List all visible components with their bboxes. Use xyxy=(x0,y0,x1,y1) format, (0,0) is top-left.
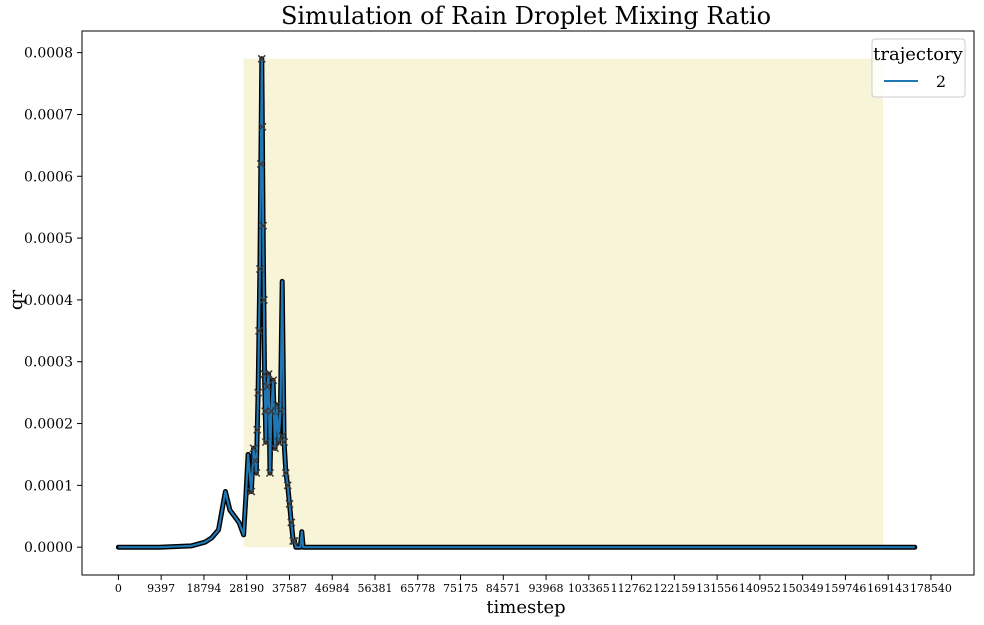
data-point-marker xyxy=(272,400,281,410)
data-point-marker xyxy=(265,468,274,478)
data-point-marker xyxy=(278,431,287,440)
x-tick-label: 37587 xyxy=(272,582,307,595)
data-point-marker xyxy=(257,54,266,63)
data-point-marker xyxy=(285,499,294,508)
x-tick-label: 9397 xyxy=(147,582,175,595)
data-point-marker xyxy=(261,438,270,447)
y-tick-label: 0.0006 xyxy=(24,169,73,185)
chart-title: Simulation of Rain Droplet Mixing Ratio xyxy=(281,2,771,30)
y-tick-label: 0.0001 xyxy=(24,478,73,494)
x-tick-label: 103365 xyxy=(568,582,610,595)
y-tick-label: 0.0000 xyxy=(24,540,73,556)
x-tick-label: 18794 xyxy=(186,582,221,595)
y-tick-label: 0.0008 xyxy=(24,46,73,62)
y-tick-label: 0.0002 xyxy=(24,417,73,433)
data-point-marker xyxy=(258,122,267,131)
x-tick-label: 112762 xyxy=(611,582,653,595)
x-tick-label: 140952 xyxy=(739,582,781,595)
legend-entry-2: 2 xyxy=(936,72,946,91)
data-point-marker xyxy=(249,444,258,453)
data-point-marker xyxy=(255,326,264,335)
x-tick-label: 131556 xyxy=(696,582,738,595)
data-point-marker xyxy=(264,370,273,379)
x-tick-label: 84571 xyxy=(486,582,521,595)
x-tick-label: 93968 xyxy=(529,582,564,595)
y-tick-label: 0.0004 xyxy=(24,293,73,309)
legend-box xyxy=(871,38,966,98)
data-point-marker xyxy=(281,468,290,478)
plot-frame xyxy=(81,30,975,576)
data-point-marker xyxy=(254,388,263,397)
y-axis-label: qr xyxy=(6,290,27,311)
data-point-marker xyxy=(253,425,262,434)
legend-title: trajectory xyxy=(873,44,964,65)
x-tick-label: 56381 xyxy=(357,582,392,595)
data-point-marker xyxy=(270,444,279,453)
data-point-marker xyxy=(283,481,292,490)
data-point-marker xyxy=(252,468,261,478)
legend: trajectory 2 xyxy=(871,38,966,98)
x-tick-label: 178540 xyxy=(910,582,952,595)
data-point-marker xyxy=(259,295,268,304)
highlight-region xyxy=(243,58,883,548)
x-tick-label: 65778 xyxy=(400,582,435,595)
x-tick-label: 0 xyxy=(115,582,122,595)
data-point-marker xyxy=(269,376,278,385)
x-axis-label: timestep xyxy=(486,597,565,618)
data-point-marker xyxy=(261,407,270,416)
x-tick-label: 28190 xyxy=(229,582,264,595)
y-tick-label: 0.0003 xyxy=(24,355,73,371)
x-tick-label: 122159 xyxy=(653,582,695,595)
x-tick-label: 150349 xyxy=(782,582,824,595)
x-tick-label: 46984 xyxy=(315,582,350,595)
data-point-marker xyxy=(250,456,259,465)
x-tick-label: 159746 xyxy=(824,582,866,595)
x-tick-label: 169143 xyxy=(867,582,909,595)
data-point-marker xyxy=(289,536,298,546)
data-point-marker xyxy=(247,487,256,496)
data-point-marker xyxy=(290,536,299,546)
y-axis-ticks: 0.0000 0.0001 0.0002 0.0003 0.0004 0.0005 0.00… xyxy=(24,46,82,556)
y-tick-label: 0.0005 xyxy=(24,231,73,247)
x-tick-label: 75175 xyxy=(443,582,478,595)
data-point-marker xyxy=(256,159,265,168)
data-point-marker xyxy=(263,382,272,391)
data-point-marker xyxy=(255,264,264,274)
plot-area xyxy=(115,54,918,550)
data-point-marker xyxy=(259,221,268,230)
y-tick-label: 0.0007 xyxy=(24,107,73,123)
data-point-marker xyxy=(280,438,289,447)
x-axis-ticks: 0 9397 18794 28190 37587 46984 56381 65778 75175… xyxy=(115,575,952,595)
data-point-marker xyxy=(276,407,285,416)
data-point-marker xyxy=(287,518,296,527)
